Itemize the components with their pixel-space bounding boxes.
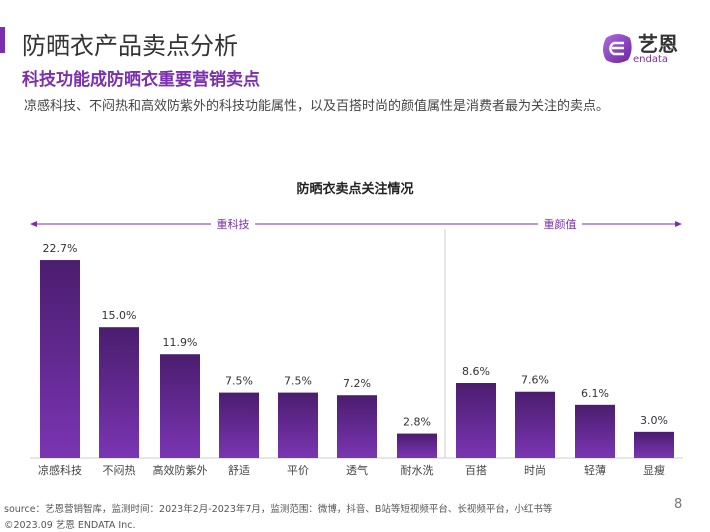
copyright: ©2023.09 艺恩 ENDATA Inc. bbox=[4, 520, 136, 531]
page-title: 防晒衣产品卖点分析 bbox=[22, 32, 238, 60]
category-label: 不闷热 bbox=[103, 463, 136, 477]
data-label: 3.0% bbox=[640, 414, 668, 427]
source-note: source：艺恩营销智库，监测时间：2023年2月-2023年7月，监测范围：… bbox=[4, 504, 553, 515]
page-subtitle: 科技功能成防晒衣重要营销卖点 bbox=[22, 70, 260, 90]
bar bbox=[337, 395, 377, 458]
category-label: 显瘦 bbox=[643, 463, 665, 477]
data-label: 15.0% bbox=[102, 309, 137, 322]
arrow-left-icon bbox=[30, 221, 37, 227]
category-label: 轻薄 bbox=[584, 463, 606, 477]
data-label: 11.9% bbox=[163, 336, 198, 349]
category-label: 时尚 bbox=[524, 463, 546, 477]
logo-text: 艺恩 bbox=[638, 32, 678, 56]
category-label: 凉感科技 bbox=[38, 463, 82, 477]
data-label: 8.6% bbox=[462, 365, 490, 378]
group-label: 重颜值 bbox=[544, 217, 577, 231]
category-label: 舒适 bbox=[228, 463, 250, 477]
bar bbox=[515, 391, 555, 458]
page-number: 8 bbox=[674, 497, 683, 512]
category-label: 透气 bbox=[346, 463, 368, 477]
data-label: 7.6% bbox=[521, 374, 549, 387]
data-label: 7.5% bbox=[225, 375, 253, 388]
chart-title: 防晒衣卖点关注情况 bbox=[296, 182, 414, 197]
data-label: 6.1% bbox=[581, 387, 609, 400]
category-label: 耐水洗 bbox=[401, 464, 434, 477]
group-label: 重科技 bbox=[217, 217, 250, 231]
bar bbox=[456, 383, 496, 458]
page-description: 凉感科技、不闷热和高效防紫外的科技功能属性，以及百搭时尚的颜值属性是消费者最为关… bbox=[24, 99, 610, 114]
bar bbox=[160, 354, 200, 458]
category-label: 高效防紫外 bbox=[153, 463, 208, 477]
data-label: 7.5% bbox=[284, 375, 312, 388]
arrow-right-icon bbox=[675, 221, 682, 227]
category-label: 平价 bbox=[287, 464, 309, 477]
endata-logo-icon bbox=[603, 34, 632, 63]
data-label: 2.8% bbox=[403, 416, 431, 429]
logo-subtext: endata bbox=[633, 54, 669, 65]
bar bbox=[397, 433, 437, 458]
bar bbox=[634, 431, 674, 458]
bar bbox=[40, 260, 80, 458]
bar bbox=[219, 392, 259, 458]
data-label: 7.2% bbox=[343, 377, 371, 390]
bar bbox=[99, 327, 139, 458]
bar bbox=[575, 404, 615, 458]
title-accent-bar bbox=[0, 27, 5, 53]
data-label: 22.7% bbox=[43, 242, 78, 255]
category-label: 百搭 bbox=[465, 464, 487, 477]
bar bbox=[278, 392, 318, 458]
